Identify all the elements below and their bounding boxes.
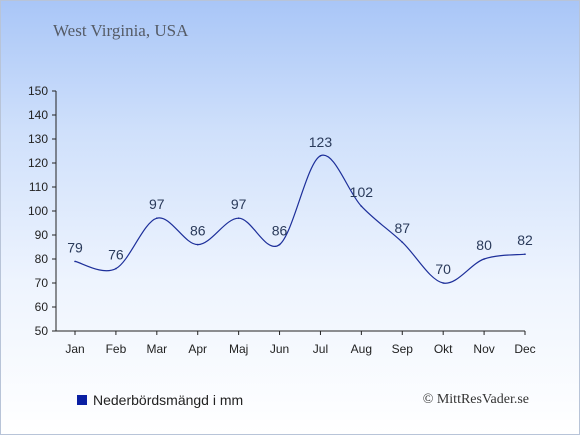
legend-swatch	[77, 395, 87, 405]
y-ticks: 50 60 70 80 90 100 110 120 130 140 150	[28, 84, 56, 338]
data-point	[115, 267, 117, 270]
x-tick-label: Feb	[106, 342, 127, 356]
data-point	[483, 258, 485, 260]
data-point	[278, 243, 281, 246]
y-tick-label: 90	[35, 228, 49, 242]
x-tick-label: Okt	[434, 342, 453, 356]
y-tick-label: 50	[35, 324, 49, 338]
data-point	[524, 253, 526, 255]
data-label: 97	[231, 196, 247, 212]
x-tick-label: Mar	[146, 342, 167, 356]
y-tick-label: 140	[28, 108, 48, 122]
data-point	[74, 260, 76, 263]
x-tick-label: Dec	[514, 342, 535, 356]
y-tick-label: 60	[35, 300, 49, 314]
data-label: 80	[476, 237, 492, 253]
y-tick-label: 70	[35, 276, 49, 290]
data-label: 79	[67, 239, 83, 255]
data-point	[401, 241, 404, 243]
x-tick-label: Aug	[351, 342, 372, 356]
data-point	[156, 217, 158, 219]
x-tick-label: Jan	[65, 342, 84, 356]
data-point	[237, 217, 240, 219]
legend: Nederbördsmängd i mm	[77, 392, 243, 408]
data-label: 97	[149, 196, 165, 212]
y-tick-label: 80	[35, 252, 49, 266]
x-ticks: Jan Feb Mar Apr Maj Jun Jul Aug Sep Okt Nov Dec	[65, 331, 536, 356]
data-label: 87	[394, 220, 410, 236]
y-tick-label: 110	[29, 180, 48, 194]
data-point	[442, 282, 444, 284]
x-tick-label: Jun	[270, 342, 289, 356]
data-label: 102	[350, 184, 374, 200]
chart-title: West Virginia, USA	[53, 21, 189, 40]
data-point	[319, 155, 322, 157]
series-line	[74, 154, 526, 284]
axes	[55, 91, 525, 332]
data-label: 86	[272, 223, 288, 239]
x-tick-label: Apr	[188, 342, 207, 356]
legend-label: Nederbördsmängd i mm	[93, 392, 244, 408]
data-point	[196, 243, 199, 246]
x-tick-label: Maj	[229, 342, 248, 356]
y-tick-label: 120	[28, 156, 48, 170]
data-label: 70	[435, 261, 451, 277]
x-tick-label: Sep	[392, 342, 414, 356]
data-label: 86	[190, 223, 206, 239]
copyright-text: © MittResVader.se	[422, 392, 529, 407]
data-labels: 79 76 97 86 97 86 123 102 87 70 80 82	[67, 134, 533, 277]
y-tick-label: 130	[28, 132, 48, 146]
y-tick-label: 150	[28, 84, 48, 98]
x-tick-label: Nov	[473, 342, 494, 356]
series-layer	[74, 154, 526, 284]
data-point	[360, 205, 363, 207]
x-tick-label: Jul	[313, 342, 328, 356]
data-label: 82	[517, 232, 533, 248]
y-tick-label: 100	[28, 204, 48, 218]
data-label: 123	[309, 134, 333, 150]
data-label: 76	[108, 247, 124, 263]
